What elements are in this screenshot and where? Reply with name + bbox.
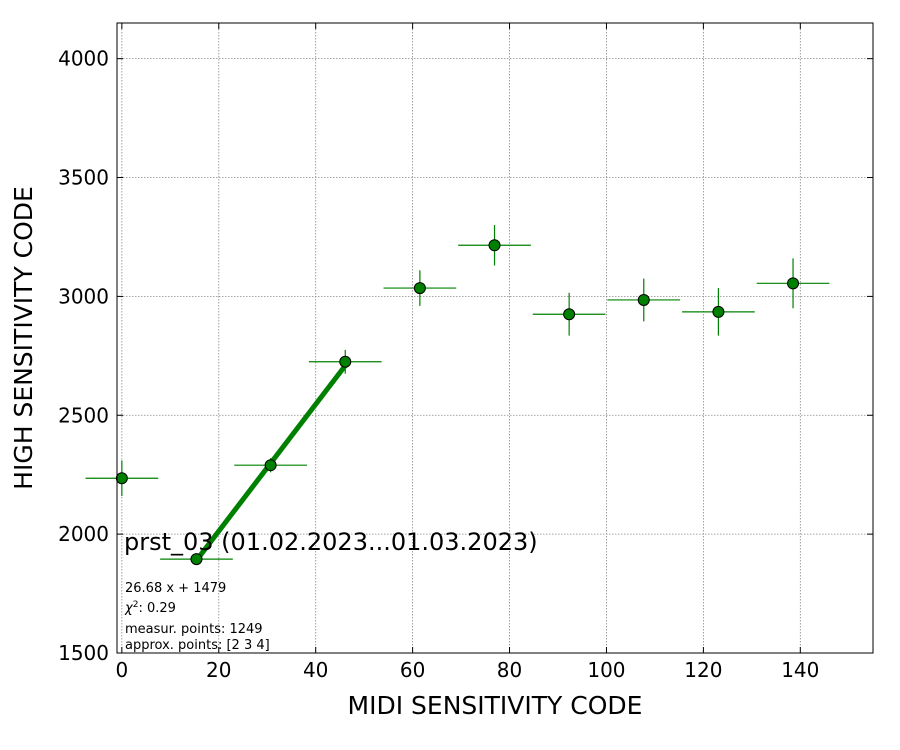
ticks — [117, 23, 873, 654]
x-tick-label: 20 — [206, 658, 231, 682]
x-axis-label: MIDI SENSITIVITY CODE — [348, 691, 643, 720]
data-marker — [787, 277, 800, 290]
data-points — [85, 225, 830, 566]
x-tick-label: 120 — [684, 658, 722, 682]
data-point — [607, 278, 681, 322]
chi-superscript: 2 — [133, 600, 139, 610]
data-point — [532, 292, 606, 336]
data-marker — [190, 553, 203, 566]
annotation-fit-equation: 26.68 x + 1479 — [125, 581, 226, 596]
data-marker — [488, 239, 501, 252]
y-tick-label: 2000 — [58, 522, 109, 546]
data-marker — [413, 282, 426, 295]
annotation-approx-points: approx. points: [2 3 4] — [125, 638, 270, 653]
x-tick-label: 0 — [115, 658, 128, 682]
y-tick-label: 3500 — [58, 166, 109, 190]
annotation-title: prst_03 (01.02.2023...01.03.2023) — [124, 528, 538, 556]
x-tick-label: 100 — [587, 658, 625, 682]
data-point — [85, 460, 159, 497]
data-marker — [115, 472, 128, 485]
x-tick-label: 40 — [303, 658, 328, 682]
data-marker — [339, 355, 352, 368]
y-axis-label: HIGH SENSITIVITY CODE — [9, 186, 38, 490]
data-point — [234, 458, 307, 473]
x-tick-label: 60 — [400, 658, 425, 682]
data-marker — [637, 293, 650, 306]
x-tick-label: 80 — [497, 658, 522, 682]
y-tick-label: 2500 — [58, 403, 109, 427]
annotation-chi-square: χ2: 0.29 — [124, 600, 176, 616]
plot-frame — [116, 22, 874, 654]
tick-labels: 0 20 40 60 80 100 120 140 1500 2000 2500 3000 3500 40… — [58, 47, 819, 682]
data-marker — [264, 459, 277, 472]
data-point — [160, 553, 233, 566]
y-tick-label: 3000 — [58, 284, 109, 308]
data-point — [458, 225, 531, 266]
annotation-measur-points: measur. points: 1249 — [125, 622, 263, 637]
chi-symbol: χ — [124, 601, 134, 616]
y-tick-label: 1500 — [58, 641, 109, 665]
data-marker — [712, 305, 725, 318]
y-tick-label: 4000 — [58, 47, 109, 71]
data-marker — [563, 308, 576, 321]
chi-value: : 0.29 — [138, 601, 175, 616]
data-point — [756, 258, 830, 309]
x-tick-label: 140 — [781, 658, 819, 682]
data-point — [383, 270, 457, 306]
data-point — [308, 349, 382, 374]
data-point — [682, 288, 755, 336]
